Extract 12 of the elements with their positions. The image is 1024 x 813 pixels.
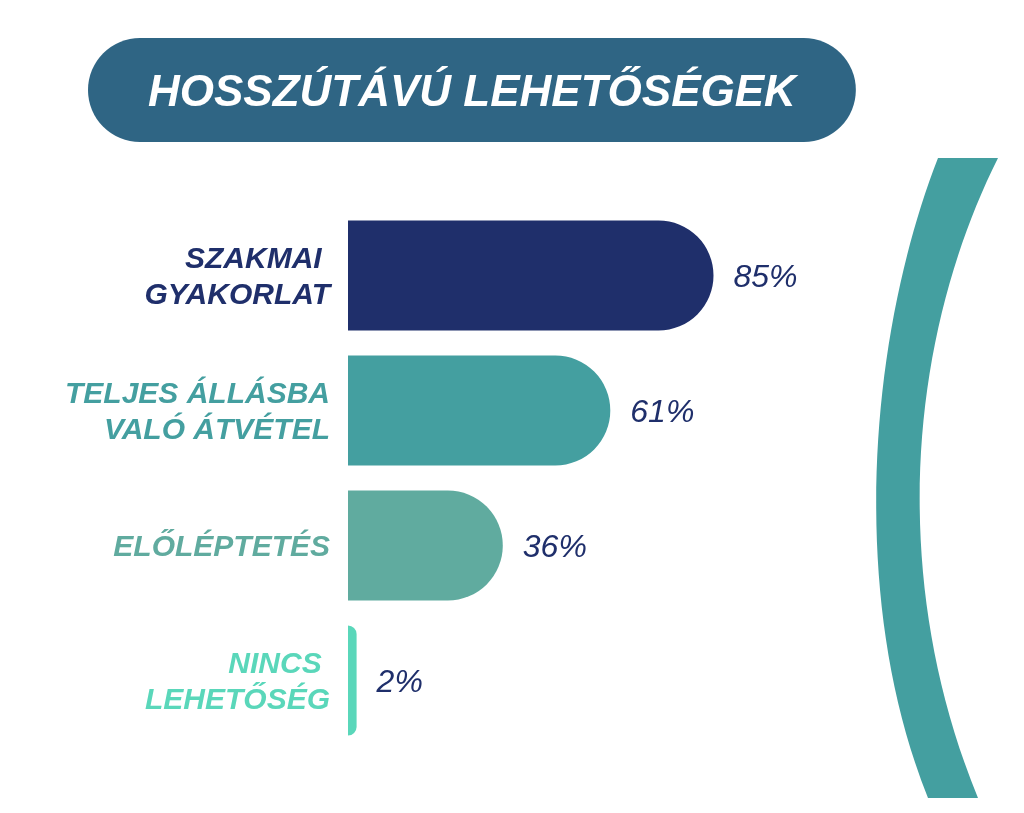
y-tick-label: TELJES ÁLLÁSBA VALÓ ÁTVÉTEL xyxy=(64,376,330,445)
chart-title: HOSSZÚTÁVÚ LEHETŐSÉGEK xyxy=(148,65,800,115)
y-tick-label: SZAKMAI GYAKORLAT xyxy=(144,241,333,310)
y-tick-label: NINCS LEHETŐSÉG xyxy=(144,646,330,715)
data-label: 61% xyxy=(630,392,695,429)
data-label: 85% xyxy=(733,257,798,294)
bar xyxy=(348,220,714,331)
y-tick-label: ELŐLÉPTETÉS xyxy=(113,529,330,562)
data-label: 2% xyxy=(375,662,423,699)
bar xyxy=(348,625,357,736)
bar xyxy=(348,355,611,466)
data-label: 36% xyxy=(522,527,587,564)
